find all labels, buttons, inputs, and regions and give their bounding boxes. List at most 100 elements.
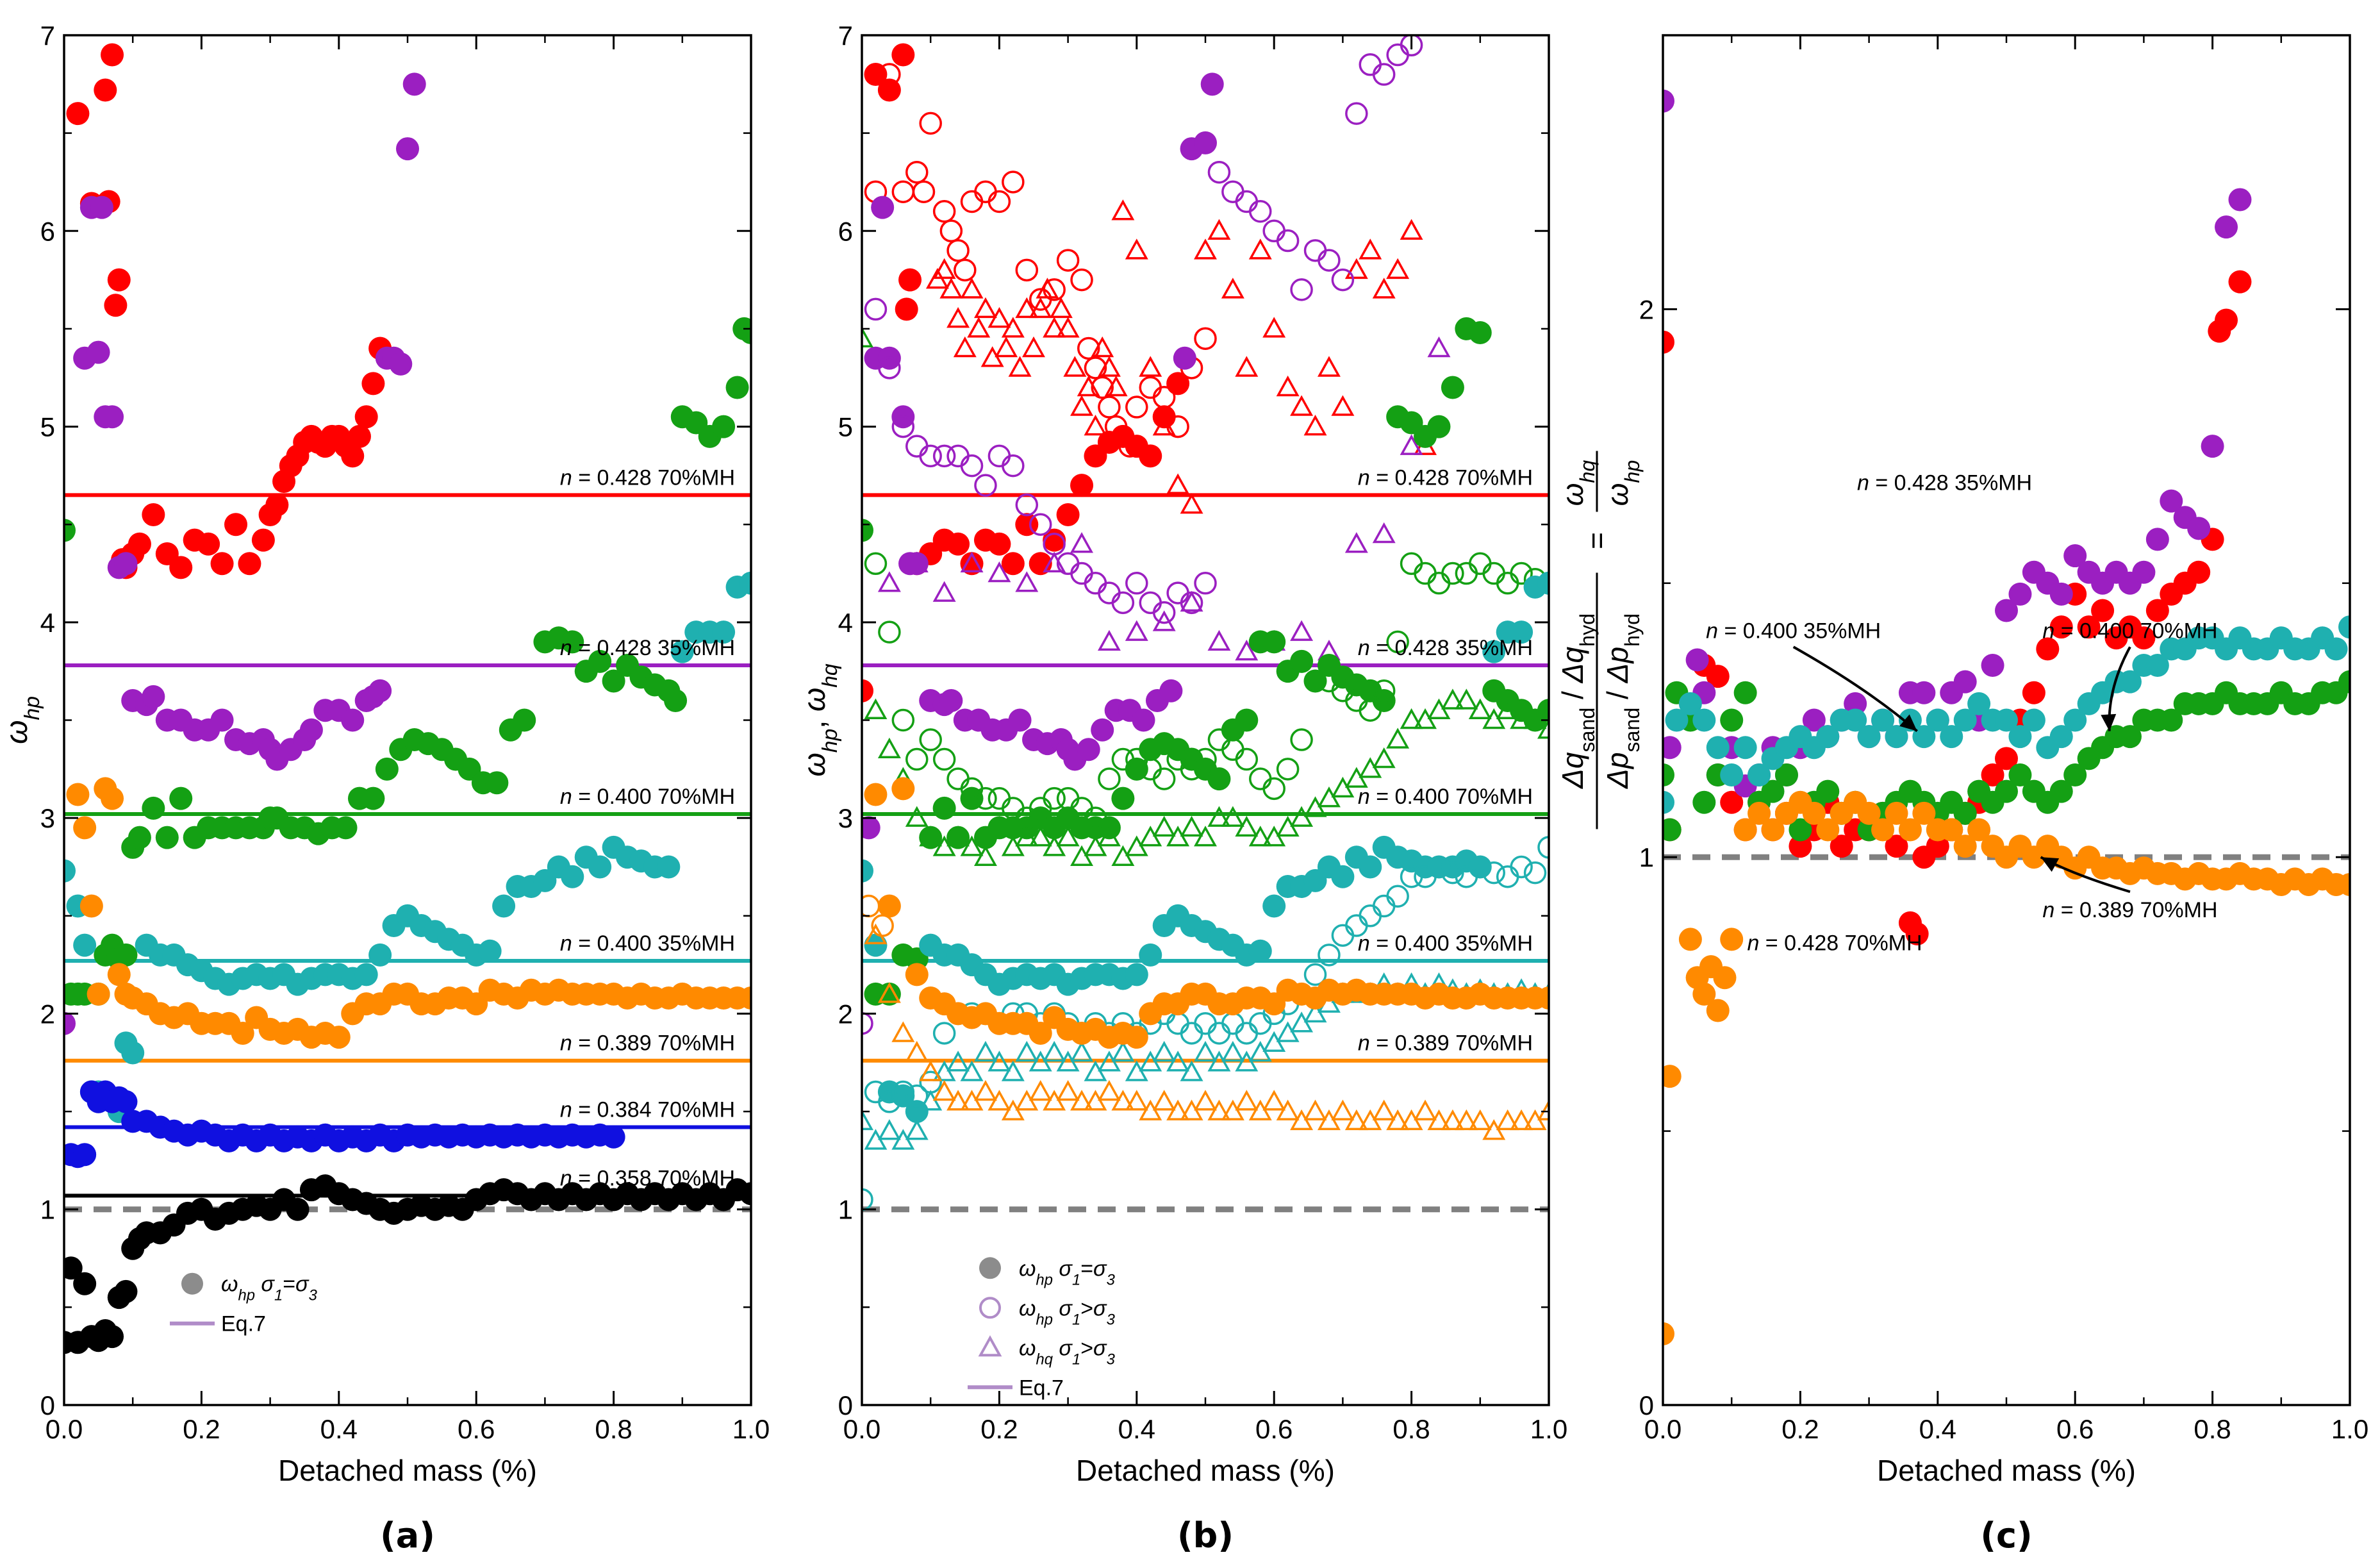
data-point xyxy=(878,63,901,86)
data-point xyxy=(1523,708,1547,729)
data-point xyxy=(1166,473,1190,494)
data-point xyxy=(1663,1065,1682,1088)
data-point xyxy=(1678,692,1702,715)
data-point xyxy=(1070,474,1094,497)
data-point xyxy=(878,356,901,379)
data-point xyxy=(485,771,509,795)
data-point xyxy=(1276,815,1300,837)
data-point xyxy=(1276,229,1300,253)
annotation-label: n = 0.428 70%MH xyxy=(1747,931,1922,956)
data-point xyxy=(740,321,751,345)
x-tick-label: 0.6 xyxy=(2056,1414,2094,1444)
data-point xyxy=(1262,777,1285,801)
data-point xyxy=(210,552,234,576)
data-point xyxy=(862,679,873,703)
data-point xyxy=(1981,763,2004,786)
data-point xyxy=(1692,982,1716,1006)
data-point xyxy=(1180,590,1203,612)
data-point xyxy=(87,982,110,1006)
data-point xyxy=(2145,654,2169,678)
data-point xyxy=(1194,1090,1217,1111)
annotation-label: n = 0.400 35%MH xyxy=(1706,619,1881,643)
data-point xyxy=(1427,572,1451,595)
y-tick-label: 3 xyxy=(838,803,853,833)
data-point xyxy=(1235,356,1259,377)
annotation-arrowhead xyxy=(2101,713,2117,731)
y-tick-label: 2 xyxy=(1639,294,1654,324)
data-point xyxy=(1317,786,1341,808)
data-point xyxy=(960,551,984,573)
data-point xyxy=(1685,648,1709,672)
data-point xyxy=(1386,1109,1410,1131)
data-point xyxy=(73,933,97,957)
x-tick-label: 0.2 xyxy=(183,1414,220,1444)
plot-area xyxy=(64,43,751,1354)
data-point xyxy=(2215,215,2238,239)
data-point xyxy=(1857,725,1881,749)
data-point xyxy=(967,317,991,338)
data-point xyxy=(1885,801,1908,825)
data-point xyxy=(327,1026,351,1049)
data-point xyxy=(1194,131,1217,154)
data-point xyxy=(396,137,419,161)
data-point xyxy=(932,581,956,602)
y-label-den1: Δpsand / Δphyd xyxy=(1601,613,1644,789)
data-point xyxy=(1427,855,1451,879)
data-point xyxy=(1262,894,1286,918)
data-point xyxy=(1748,801,1771,825)
data-point xyxy=(1995,779,2018,803)
data-point xyxy=(1359,53,1382,76)
data-point xyxy=(2022,681,2045,704)
data-point xyxy=(1207,1022,1231,1045)
data-point xyxy=(1221,1040,1244,1062)
data-point xyxy=(2091,599,2115,622)
legend-label: ωhp σ1=σ3 xyxy=(221,1272,318,1304)
data-point xyxy=(142,503,165,526)
data-point xyxy=(2145,528,2169,551)
data-point xyxy=(973,845,997,866)
data-point xyxy=(1386,630,1409,654)
data-point xyxy=(2201,435,2224,458)
y-label-num2: ωhq xyxy=(1556,460,1599,506)
data-point xyxy=(1510,1109,1533,1131)
data-point xyxy=(142,685,165,708)
data-point xyxy=(1207,767,1231,791)
data-point xyxy=(1318,944,1341,967)
data-point xyxy=(973,297,997,319)
x-tick-label: 1.0 xyxy=(1530,1414,1567,1444)
legend-marker xyxy=(979,1257,1001,1279)
data-point xyxy=(932,200,956,223)
data-point xyxy=(286,1197,310,1221)
data-point xyxy=(1331,1099,1355,1120)
data-point xyxy=(1372,522,1396,544)
data-point xyxy=(1663,1322,1674,1345)
data-point xyxy=(939,219,963,243)
data-point xyxy=(1359,699,1382,722)
plot-area xyxy=(1663,89,2350,1345)
data-point xyxy=(1235,708,1259,732)
data-point xyxy=(974,180,997,203)
data-point xyxy=(1523,861,1547,885)
data-point xyxy=(1207,1051,1231,1072)
data-point xyxy=(1706,665,1730,688)
data-point xyxy=(231,1021,254,1045)
data-point xyxy=(1981,654,2004,678)
data-point xyxy=(712,620,736,644)
data-point xyxy=(1953,670,1977,694)
data-point xyxy=(1953,801,1977,825)
series-orange-filled-circle xyxy=(1663,790,2350,1345)
data-point xyxy=(64,1011,76,1035)
data-point xyxy=(1022,336,1045,358)
data-point xyxy=(905,806,929,827)
data-point xyxy=(169,786,193,810)
data-point xyxy=(265,493,289,517)
data-point xyxy=(1344,1109,1368,1131)
data-point xyxy=(1816,779,1840,803)
panel-sublabel: (a) xyxy=(380,1515,435,1556)
data-point xyxy=(960,835,984,856)
data-point xyxy=(1290,1011,1314,1033)
series-blue-filled-circle xyxy=(64,1080,625,1169)
series-red-open-circle xyxy=(864,63,1217,458)
data-point xyxy=(1070,1090,1094,1111)
data-point xyxy=(1427,1109,1451,1131)
